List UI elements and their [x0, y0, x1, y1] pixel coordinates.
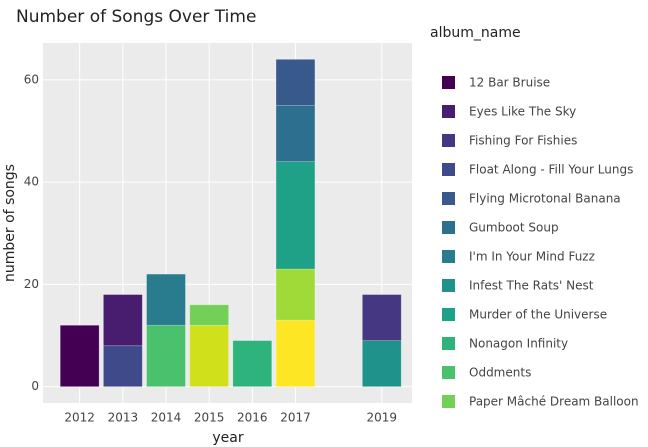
legend-swatch: [442, 366, 455, 379]
legend-swatch: [442, 337, 455, 350]
bar-segment: [275, 104, 316, 163]
x-tick-label: 2017: [280, 411, 311, 425]
y-tick-label: 40: [24, 175, 39, 189]
legend-swatch: [442, 395, 455, 408]
legend-label: Fishing For Fishies: [469, 134, 577, 148]
legend-label: Murder of the Universe: [469, 308, 607, 322]
legend-label: Oddments: [469, 366, 531, 380]
bar-segment: [146, 324, 186, 388]
bar-segment: [189, 324, 229, 388]
legend-label: Eyes Like The Sky: [469, 105, 576, 119]
bar-segment: [59, 324, 100, 388]
bar-segment: [103, 294, 143, 347]
x-tick-label: 2019: [367, 411, 398, 425]
bar-segment: [361, 294, 402, 342]
x-tick-label: 2016: [237, 411, 268, 425]
bar-segment: [275, 58, 316, 106]
legend-title: album_name: [430, 25, 521, 41]
legend-swatch: [442, 192, 455, 205]
bar-segment: [275, 268, 316, 321]
y-tick-label: 0: [31, 379, 39, 393]
legend-label: Gumboot Soup: [469, 221, 559, 235]
y-axis-title: number of songs: [2, 164, 18, 282]
y-tick-label: 60: [24, 72, 39, 86]
legend-label: Flying Microtonal Banana: [469, 192, 621, 206]
legend-swatch: [442, 163, 455, 176]
x-tick-label: 2012: [64, 411, 95, 425]
x-tick-label: 2013: [108, 411, 139, 425]
legend-swatch: [442, 76, 455, 89]
legend-swatch: [442, 134, 455, 147]
x-axis-title: year: [212, 430, 243, 446]
legend-swatch: [442, 250, 455, 263]
bar-segment: [146, 273, 186, 326]
legend-swatch: [442, 279, 455, 292]
x-tick-label: 2014: [151, 411, 182, 425]
legend-swatch: [442, 221, 455, 234]
legend-label: I'm In Your Mind Fuzz: [469, 250, 595, 264]
legend-label: Infest The Rats' Nest: [469, 279, 594, 293]
bar-segment: [189, 304, 229, 326]
legend-label: Nonagon Infinity: [469, 337, 568, 351]
chart-title: Number of Songs Over Time: [16, 7, 256, 27]
legend-label: 12 Bar Bruise: [469, 76, 550, 90]
legend-label: Paper Mâché Dream Balloon: [469, 395, 639, 409]
bar-segment: [275, 319, 316, 388]
bar-segment: [103, 345, 143, 388]
bar-segment: [361, 340, 402, 388]
legend-label: Float Along - Fill Your Lungs: [469, 163, 633, 177]
y-tick-label: 20: [24, 277, 39, 291]
legend-swatch: [442, 105, 455, 118]
bar-segment: [232, 340, 273, 388]
legend-swatch: [442, 308, 455, 321]
x-tick-label: 2015: [194, 411, 225, 425]
bar-segment: [275, 161, 316, 270]
